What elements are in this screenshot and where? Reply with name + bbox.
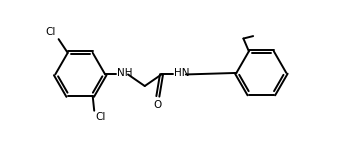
Text: Cl: Cl — [96, 112, 106, 122]
Text: NH: NH — [117, 68, 133, 78]
Text: Cl: Cl — [46, 27, 56, 37]
Text: O: O — [154, 100, 162, 110]
Text: HN: HN — [174, 68, 189, 78]
